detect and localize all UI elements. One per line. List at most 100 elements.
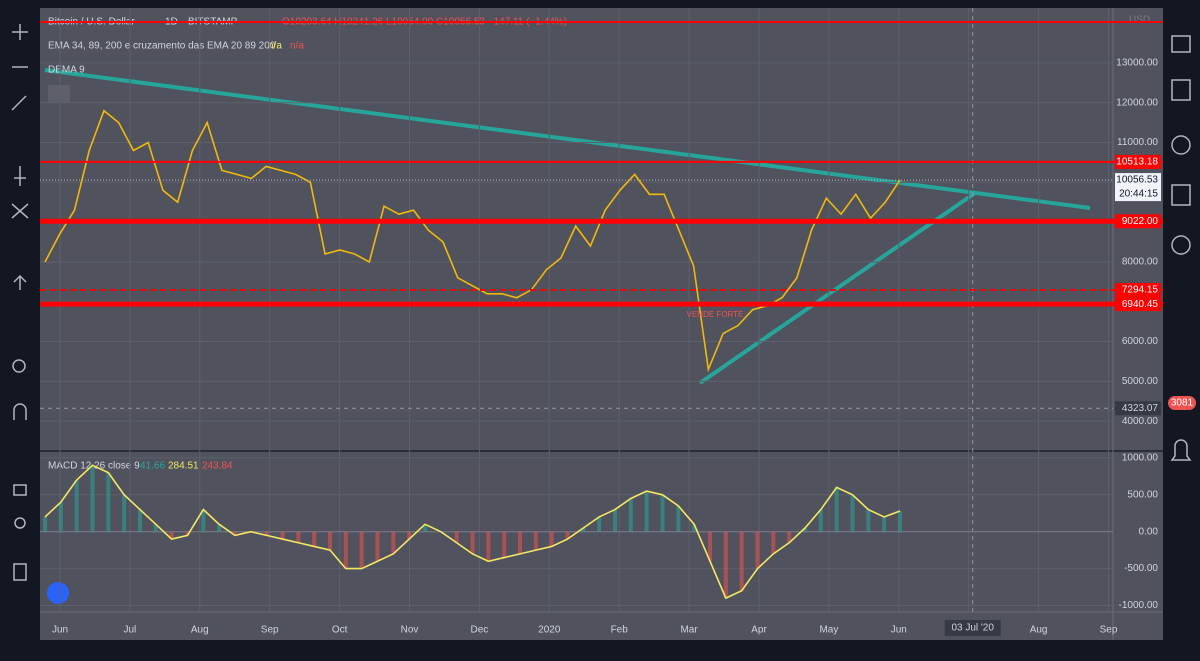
macd-bar — [359, 531, 364, 569]
news-icon[interactable] — [1171, 79, 1191, 101]
x-tick-label: Oct — [332, 625, 348, 636]
calendar-icon[interactable] — [1171, 184, 1191, 206]
y-tick-label: 12000.00 — [1116, 97, 1158, 108]
macd-bar — [201, 509, 206, 532]
x-tick-label: Aug — [1030, 625, 1048, 636]
cursor-date-box — [944, 620, 1001, 636]
tool-brush[interactable] — [11, 95, 27, 111]
ema-value: n/a — [268, 41, 282, 52]
x-tick-label: Jul — [124, 625, 137, 636]
trendline-up — [698, 191, 977, 385]
x-tick-label: 2020 — [538, 625, 561, 636]
crosshair-box — [1115, 401, 1161, 416]
macd-bar — [90, 465, 95, 532]
tool-text[interactable] — [14, 166, 26, 186]
macd-bar — [818, 509, 823, 532]
watchlist-icon[interactable] — [1171, 35, 1191, 53]
y-tick-label: 4000.00 — [1122, 416, 1159, 427]
macd-bar — [185, 531, 190, 536]
macd-bar — [597, 516, 602, 532]
tool-icons — [11, 24, 29, 581]
level-label-box — [1115, 283, 1161, 298]
macd-bar — [533, 531, 538, 551]
last-price-box — [1115, 173, 1161, 202]
ema-value: n/a — [290, 41, 304, 52]
tool-magnet[interactable] — [13, 403, 27, 420]
badge: 3081 — [1171, 398, 1194, 409]
right-toolbar — [1163, 0, 1200, 656]
macd-bar — [470, 531, 475, 554]
y-tick-label: -500.00 — [1124, 563, 1158, 574]
macd-bar — [692, 524, 697, 532]
macd-bar — [343, 531, 348, 569]
tool-eye[interactable] — [14, 517, 26, 529]
tool-zoom[interactable] — [12, 359, 26, 373]
macd-bar — [676, 505, 681, 532]
macd-bar — [280, 531, 285, 540]
alerts-icon[interactable] — [1170, 439, 1192, 461]
clock-icon[interactable] — [1171, 135, 1191, 155]
macd-bar — [771, 531, 776, 554]
tool-pattern[interactable] — [11, 203, 29, 219]
macd-bar — [850, 494, 855, 532]
macd-bar — [169, 531, 174, 540]
ideas-icon[interactable] — [1171, 235, 1191, 255]
macd-bar — [660, 494, 665, 532]
macd-bar — [328, 531, 332, 551]
x-tick-label: Nov — [401, 625, 419, 636]
cursor-date: 03 Jul '20 — [951, 623, 994, 634]
macd-bar — [58, 502, 63, 532]
macd-readout: 41.66 — [140, 461, 165, 472]
x-tick-label: Jun — [52, 625, 68, 636]
chart-area — [40, 8, 1163, 640]
tool-trash[interactable] — [13, 563, 27, 581]
macd-bar — [628, 498, 633, 532]
macd-bar — [755, 531, 760, 569]
x-tick-label: Feb — [611, 625, 629, 636]
annotation: VENDE FORTE — [687, 310, 744, 319]
macd-bar — [787, 531, 792, 543]
macd-bar — [644, 491, 649, 532]
level-label: 7294.15 — [1122, 285, 1159, 296]
macd-readout: 284.51 — [168, 461, 199, 472]
x-tick-label: May — [819, 625, 838, 636]
tool-lock[interactable] — [13, 484, 27, 496]
tool-arrow[interactable] — [13, 274, 27, 290]
macd-bar — [74, 480, 79, 532]
collapse-button[interactable] — [48, 85, 70, 103]
level-label-box — [1115, 154, 1161, 169]
currency: USD — [1129, 15, 1150, 26]
level-label-box — [1115, 297, 1161, 312]
y-tick-label: 11000.00 — [1117, 137, 1158, 148]
right-icons — [1170, 35, 1192, 461]
x-tick-label: Sep — [261, 625, 279, 636]
y-tick-label: 8000.00 — [1122, 257, 1159, 268]
macd-bar — [454, 531, 459, 543]
y-tick-label: 500.00 — [1127, 489, 1158, 500]
countdown: 20:44:15 — [1119, 189, 1158, 200]
price-line — [44, 109, 901, 373]
bottom-bar — [40, 640, 1163, 656]
macd-bar — [708, 531, 712, 562]
tool-crosshair[interactable] — [12, 24, 28, 40]
x-tick-label: Mar — [680, 625, 698, 636]
ema-legend: EMA 34, 89, 200 e cruzamento das EMA 20 … — [48, 41, 276, 52]
macd-bar — [613, 509, 617, 532]
macd-bar — [803, 528, 807, 532]
macd-bar — [581, 528, 586, 532]
macd-bar — [233, 531, 237, 536]
macd-bar — [138, 509, 142, 532]
macd-bar — [866, 509, 871, 532]
macd-bar — [898, 511, 902, 532]
macd-bar — [153, 524, 158, 532]
y-tick-label: 1000.00 — [1122, 453, 1159, 464]
logo[interactable] — [47, 582, 69, 604]
macd-bar — [391, 531, 396, 554]
x-tick-label: Apr — [751, 625, 767, 636]
macd-bar — [834, 487, 839, 532]
macd-bar — [549, 531, 554, 547]
macd-bar — [43, 516, 47, 532]
level-label: 10513.18 — [1116, 157, 1158, 168]
macd-bar — [486, 531, 491, 562]
